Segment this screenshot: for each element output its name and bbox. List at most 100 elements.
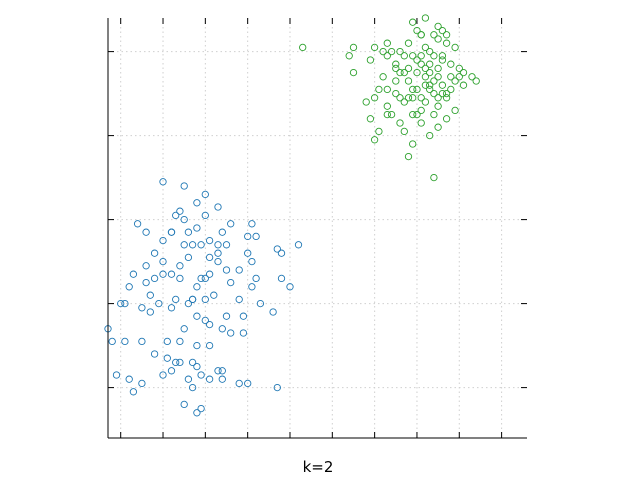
data-point-series-2 xyxy=(434,123,442,131)
data-point-series-1 xyxy=(197,274,205,283)
data-point-series-2 xyxy=(400,68,408,77)
data-point-series-1 xyxy=(197,404,205,413)
data-point-series-2 xyxy=(434,94,442,102)
data-point-series-2 xyxy=(400,98,408,106)
data-point-series-2 xyxy=(417,52,425,60)
data-point-series-1 xyxy=(222,266,231,274)
data-point-series-2 xyxy=(430,77,438,85)
data-point-series-2 xyxy=(438,56,447,64)
data-point-series-1 xyxy=(197,371,205,379)
data-point-series-1 xyxy=(163,337,171,346)
data-point-series-1 xyxy=(163,354,171,362)
data-point-series-1 xyxy=(150,274,159,283)
data-point-series-1 xyxy=(252,274,260,283)
data-point-series-1 xyxy=(121,337,129,346)
data-point-series-2 xyxy=(409,18,417,26)
data-point-series-1 xyxy=(125,283,133,291)
data-point-series-1 xyxy=(180,400,188,409)
data-point-series-2 xyxy=(447,85,455,94)
data-point-series-2 xyxy=(434,22,442,31)
data-point-series-2 xyxy=(426,47,434,56)
data-point-series-2 xyxy=(430,110,438,119)
data-point-series-1 xyxy=(112,371,121,379)
data-point-series-2 xyxy=(349,43,358,52)
data-point-series-2 xyxy=(434,73,442,81)
data-point-series-1 xyxy=(201,295,209,304)
data-point-series-1 xyxy=(239,329,248,337)
data-point-series-2 xyxy=(383,52,391,60)
data-point-series-1 xyxy=(218,375,226,383)
data-point-series-1 xyxy=(214,367,222,375)
data-point-series-1 xyxy=(188,358,197,367)
data-point-series-1 xyxy=(277,249,286,257)
data-point-series-2 xyxy=(409,94,417,102)
data-point-series-2 xyxy=(438,81,447,89)
data-points xyxy=(104,14,480,417)
data-point-series-1 xyxy=(218,325,226,333)
data-point-series-2 xyxy=(426,60,434,68)
x-axis-label: k=2 xyxy=(303,458,334,476)
data-point-series-1 xyxy=(167,270,176,278)
data-point-series-1 xyxy=(180,215,188,224)
data-point-series-1 xyxy=(227,220,235,228)
data-point-series-1 xyxy=(205,375,214,383)
data-point-series-2 xyxy=(434,102,442,110)
data-point-series-2 xyxy=(438,89,447,98)
data-point-series-1 xyxy=(235,379,243,388)
data-point-series-1 xyxy=(184,375,193,383)
data-point-series-1 xyxy=(214,203,222,211)
data-point-series-1 xyxy=(150,249,159,257)
data-point-series-1 xyxy=(159,178,167,186)
data-point-series-2 xyxy=(409,110,417,119)
data-point-series-2 xyxy=(430,52,438,60)
data-point-series-1 xyxy=(294,241,303,249)
data-point-series-2 xyxy=(362,98,370,106)
data-point-series-1 xyxy=(286,283,294,291)
data-point-series-1 xyxy=(193,312,201,320)
data-point-series-1 xyxy=(155,299,163,308)
data-point-series-1 xyxy=(205,320,214,329)
data-point-series-1 xyxy=(129,270,138,278)
data-point-series-1 xyxy=(167,367,176,375)
data-point-series-2 xyxy=(455,64,463,73)
data-point-series-1 xyxy=(273,383,281,392)
data-point-series-2 xyxy=(409,140,417,148)
data-point-series-1 xyxy=(138,304,146,312)
data-point-series-1 xyxy=(235,266,243,274)
data-point-series-1 xyxy=(205,236,214,245)
data-point-series-1 xyxy=(176,337,184,346)
data-point-series-1 xyxy=(167,228,176,236)
data-point-series-2 xyxy=(413,68,421,77)
data-point-series-1 xyxy=(188,295,197,304)
data-point-series-1 xyxy=(201,274,209,283)
data-point-series-1 xyxy=(125,375,133,383)
data-point-series-1 xyxy=(146,308,154,316)
data-point-series-2 xyxy=(451,77,459,85)
data-point-series-2 xyxy=(366,56,375,64)
data-point-series-1 xyxy=(150,350,159,358)
data-point-series-2 xyxy=(438,52,447,60)
data-point-series-2 xyxy=(442,89,451,98)
data-point-series-1 xyxy=(167,304,176,312)
data-point-series-1 xyxy=(222,241,231,249)
data-point-series-2 xyxy=(468,73,476,81)
data-point-series-2 xyxy=(421,73,430,81)
data-point-series-1 xyxy=(205,253,214,262)
data-point-series-2 xyxy=(383,85,391,94)
data-point-series-2 xyxy=(366,115,375,123)
data-point-series-1 xyxy=(227,278,235,287)
data-point-series-1 xyxy=(133,220,142,228)
data-point-series-2 xyxy=(392,60,400,68)
data-point-series-2 xyxy=(451,106,459,115)
data-point-series-2 xyxy=(417,31,425,39)
data-point-series-2 xyxy=(434,35,442,43)
data-point-series-2 xyxy=(430,31,438,39)
data-point-series-1 xyxy=(172,358,180,367)
axes xyxy=(107,18,527,439)
data-point-series-2 xyxy=(370,43,379,52)
data-point-series-2 xyxy=(383,39,391,47)
grid xyxy=(108,18,527,438)
data-point-series-2 xyxy=(421,81,430,89)
data-point-series-2 xyxy=(299,43,307,52)
data-point-series-1 xyxy=(193,341,201,350)
